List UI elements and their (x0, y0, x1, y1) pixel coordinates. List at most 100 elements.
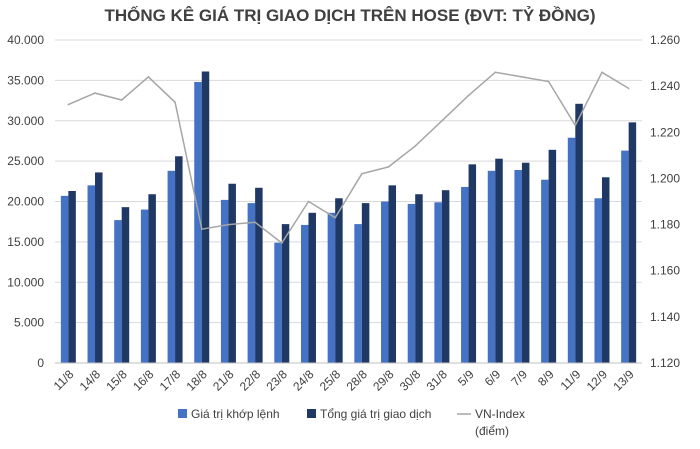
y2-tick-label: 1.160 (650, 264, 680, 278)
y2-tick-label: 1.240 (650, 79, 680, 93)
x-tick-label: 22/8 (237, 367, 264, 394)
vnindex-line (68, 71, 630, 245)
vnindex-point (334, 216, 336, 219)
x-tick-label: 8/9 (535, 367, 557, 389)
bar-khop-lenh (247, 203, 256, 363)
x-tick-label: 18/8 (183, 367, 210, 394)
bar-tong-gia-tri (68, 191, 76, 363)
x-tick-label: 15/8 (103, 367, 130, 394)
bar-tong-gia-tri (255, 187, 263, 363)
legend-swatch (178, 409, 187, 418)
bar-tong-gia-tri (335, 198, 343, 363)
bar-tong-gia-tri (148, 194, 156, 363)
legend-label: Tổng giá trị giao dịch (320, 407, 431, 421)
x-tick-label: 21/8 (210, 367, 237, 394)
bar-tong-gia-tri (441, 190, 450, 363)
bar-tong-gia-tri (388, 185, 397, 363)
bar-khop-lenh (60, 195, 69, 363)
vnindex-point (414, 145, 417, 147)
bar-khop-lenh (461, 186, 469, 363)
y2-tick-label: 1.220 (650, 125, 680, 139)
bars (60, 71, 637, 364)
y2-tick-label: 1.120 (650, 356, 680, 370)
y-tick-label: 30.000 (7, 114, 44, 128)
bar-tong-gia-tri (281, 224, 290, 363)
vnindex-point (94, 92, 96, 94)
x-tick-label: 17/8 (157, 367, 184, 394)
bar-tong-gia-tri (361, 203, 370, 363)
vnindex-point (467, 94, 470, 97)
bar-tong-gia-tri (548, 149, 557, 363)
bar-tong-gia-tri (201, 71, 210, 364)
y-tick-label: 35.000 (7, 73, 44, 87)
x-tick-label: 29/8 (370, 367, 397, 394)
bar-tong-gia-tri (521, 162, 530, 363)
y2-tick-label: 1.260 (650, 33, 680, 47)
y-tick-label: 15.000 (7, 235, 44, 249)
bar-khop-lenh (407, 203, 416, 363)
x-tick-label: 12/9 (584, 367, 611, 394)
vnindex-point (627, 87, 630, 90)
chart-title: THỐNG KÊ GIÁ TRỊ GIAO DỊCH TRÊN HOSE (ĐV… (104, 6, 596, 25)
bar-khop-lenh (354, 224, 362, 363)
vnindex-point (307, 200, 310, 203)
vnindex-point (441, 119, 443, 122)
bar-khop-lenh (621, 150, 629, 363)
x-tick-label: 31/8 (424, 367, 451, 394)
x-tick-label: 5/9 (455, 367, 477, 389)
bar-tong-gia-tri (575, 103, 583, 363)
vnindex-point (387, 166, 390, 168)
x-tick-label: 30/8 (397, 367, 424, 394)
x-tick-label: 24/8 (290, 367, 317, 394)
vnindex-point (254, 221, 256, 224)
vnindex-point (120, 99, 123, 101)
y2-tick-label: 1.200 (650, 171, 680, 185)
y-tick-label: 25.000 (7, 154, 44, 168)
bar-khop-lenh (487, 170, 496, 363)
bar-khop-lenh (594, 198, 602, 363)
legend-label: Giá trị khớp lệnh (191, 407, 280, 421)
bar-khop-lenh (541, 179, 549, 363)
x-tick-label: 11/9 (558, 367, 584, 393)
vnindex-point (521, 76, 523, 78)
bar-tong-gia-tri (415, 194, 423, 363)
bar-khop-lenh (381, 201, 389, 363)
vnindex-point (147, 76, 150, 78)
legend: Giá trị khớp lệnh Tổng giá trị giao dịch V… (178, 407, 525, 438)
x-tick-label: 13/9 (610, 367, 637, 394)
vnindex-point (280, 242, 283, 244)
bar-khop-lenh (140, 209, 149, 363)
y-tick-label: 0 (37, 356, 44, 370)
y2-tick-label: 1.180 (650, 218, 680, 232)
vnindex-point (227, 223, 230, 226)
bar-tong-gia-tri (175, 156, 183, 363)
bar-tong-gia-tri (601, 177, 610, 363)
bar-khop-lenh (194, 81, 202, 364)
bar-tong-gia-tri (628, 122, 637, 364)
x-tick-label: 11/8 (51, 367, 77, 393)
vnindex-point (494, 71, 497, 74)
vnindex-point (361, 173, 363, 175)
bar-khop-lenh (434, 202, 442, 363)
legend-label-sub: (điểm) (475, 424, 509, 438)
vnindex-point (67, 103, 70, 106)
vnindex-point (601, 71, 603, 74)
x-tick-label: 28/8 (344, 367, 371, 394)
y2-tick-label: 1.140 (650, 310, 680, 324)
vnindex-point (574, 124, 577, 127)
bar-khop-lenh (514, 170, 522, 363)
x-tick-label: 7/9 (508, 367, 530, 389)
bar-khop-lenh (327, 212, 336, 363)
bar-tong-gia-tri (228, 183, 236, 363)
bar-khop-lenh (220, 199, 229, 363)
bar-khop-lenh (167, 170, 176, 363)
vnindex-point (547, 80, 550, 83)
bar-tong-gia-tri (468, 164, 477, 363)
bar-khop-lenh (567, 137, 576, 363)
bar-tong-gia-tri (121, 207, 130, 363)
y-tick-label: 20.000 (7, 195, 44, 209)
y-tick-label: 40.000 (7, 33, 44, 47)
x-tick-label: 23/8 (263, 367, 290, 394)
bar-khop-lenh (274, 242, 282, 363)
